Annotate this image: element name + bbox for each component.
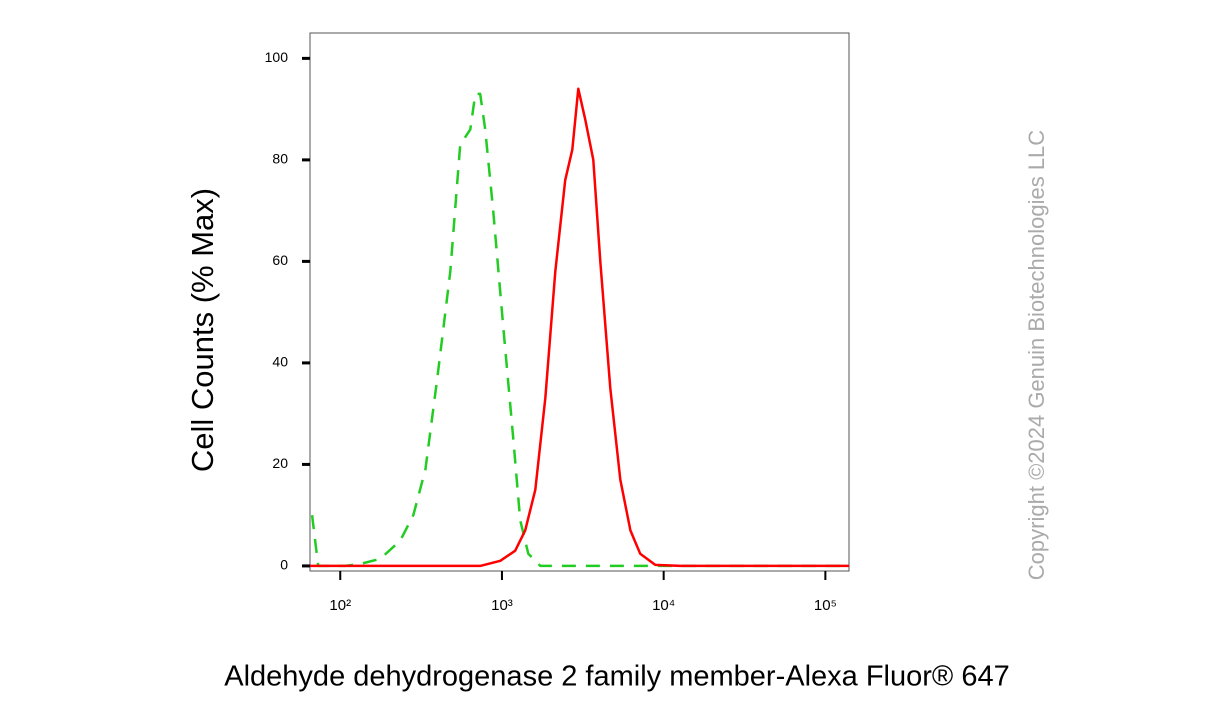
y-tick-label: 80 bbox=[272, 151, 288, 167]
series-line bbox=[310, 92, 849, 568]
y-tick-label: 20 bbox=[272, 455, 288, 471]
x-tick-label: 10² bbox=[329, 597, 351, 614]
y-tick-label: 40 bbox=[272, 354, 288, 370]
x-tick-label: 10⁴ bbox=[652, 597, 675, 614]
x-axis-label: Aldehyde dehydrogenase 2 family member-A… bbox=[224, 661, 1009, 693]
y-tick-label: 60 bbox=[272, 252, 288, 268]
plot-area bbox=[310, 87, 849, 568]
x-tick-label: 10⁵ bbox=[814, 597, 837, 614]
plot-frame bbox=[309, 32, 850, 572]
watermark: Copyright ©2024 Genuin Biotechnologies L… bbox=[1024, 130, 1049, 581]
x-tick-label: 10³ bbox=[491, 597, 513, 614]
series-line bbox=[310, 87, 849, 568]
y-axis-label: Cell Counts (% Max) bbox=[185, 188, 220, 472]
y-tick-label: 0 bbox=[280, 557, 288, 573]
y-tick-label: 100 bbox=[265, 49, 289, 65]
